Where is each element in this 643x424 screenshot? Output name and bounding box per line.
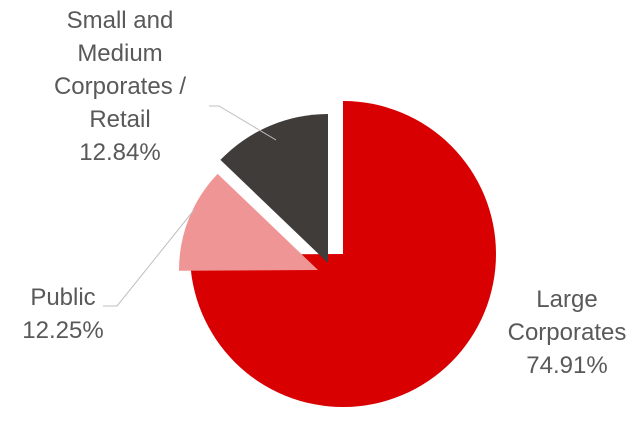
data-label-public: Public 12.25%	[22, 284, 103, 344]
pie-slice-public	[178, 173, 318, 271]
data-label-line: Retail	[89, 106, 150, 133]
data-label-line: 74.91%	[526, 352, 607, 379]
data-label-line: Public	[30, 284, 95, 311]
data-label-line: Corporates /	[54, 73, 186, 100]
data-label-line: Large	[536, 286, 597, 313]
data-label-line: 12.25%	[22, 317, 103, 344]
data-label-line: 12.84%	[79, 139, 160, 166]
data-label-line: Small and	[67, 7, 174, 34]
leader-lines	[103, 105, 277, 307]
data-label-line: Corporates	[508, 319, 627, 346]
leader-line-public	[103, 209, 195, 307]
data-label-line: Medium	[77, 40, 162, 67]
data-label-large-corporates: Large Corporates 74.91%	[508, 286, 627, 379]
pie-slice-large-corporates	[190, 101, 496, 407]
leader-line-small-and-medium-corporates-retail	[209, 105, 277, 141]
data-label-small-and-medium-corporates-retail: Small and Medium Corporates / Retail 12.84%	[54, 7, 186, 166]
slice-labels: Large Corporates 74.91% Public 12.25% Small a…	[22, 7, 626, 379]
pie-slice-small-and-medium-corporates-retail	[220, 114, 328, 263]
pie-slices	[178, 101, 496, 407]
